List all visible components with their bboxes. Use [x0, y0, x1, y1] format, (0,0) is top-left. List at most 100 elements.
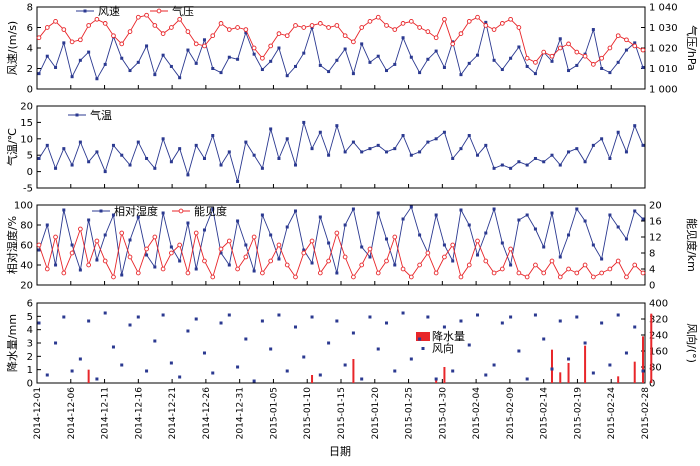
data-point	[227, 263, 231, 267]
data-point	[251, 234, 257, 240]
data-point	[426, 140, 430, 144]
data-point	[509, 263, 513, 267]
data-point	[351, 140, 355, 144]
data-point	[525, 163, 529, 167]
data-point	[136, 315, 140, 319]
data-point	[219, 163, 223, 167]
data-point	[334, 23, 340, 28]
date-tick-label: 2014-12-01	[33, 387, 43, 439]
data-point	[293, 325, 297, 329]
data-point	[375, 270, 381, 276]
data-point	[459, 147, 463, 151]
date-tick-label: 2014-12-26	[202, 387, 212, 440]
data-point	[202, 228, 206, 232]
data-point	[327, 341, 331, 345]
data-point	[276, 31, 282, 37]
data-point	[54, 166, 58, 170]
data-point	[236, 365, 240, 369]
data-point	[434, 377, 438, 381]
data-point	[566, 266, 571, 272]
data-point	[425, 29, 431, 34]
data-point	[442, 325, 446, 329]
legend-swatch	[416, 332, 430, 341]
data-point	[135, 14, 141, 20]
data-point	[268, 258, 274, 264]
legend-label: 能见度	[194, 204, 227, 218]
data-point	[616, 225, 620, 229]
data-point	[343, 223, 347, 227]
data-point	[516, 270, 522, 276]
left-tick-label: 4	[27, 44, 33, 55]
data-point	[476, 253, 480, 257]
data-point	[161, 53, 165, 57]
data-point	[94, 16, 100, 22]
date-tick-label: 2015-02-04	[472, 387, 482, 440]
left-tick-label: 20	[20, 102, 33, 113]
data-point	[575, 63, 579, 67]
left-tick-label: 80	[20, 221, 33, 232]
data-point	[218, 21, 224, 26]
data-point	[317, 21, 323, 26]
data-point	[277, 313, 281, 317]
data-point	[327, 241, 331, 245]
data-point	[525, 213, 529, 217]
data-point	[591, 243, 595, 247]
data-point	[128, 69, 132, 73]
data-point	[633, 41, 637, 45]
precip-bar	[584, 345, 587, 383]
data-point	[483, 23, 489, 28]
series-line	[38, 227, 644, 279]
data-point	[326, 258, 331, 264]
legend-marker	[156, 8, 162, 14]
data-point	[318, 373, 322, 377]
data-point	[467, 61, 471, 65]
data-point	[491, 27, 497, 32]
data-point	[178, 259, 182, 263]
data-point	[70, 163, 74, 167]
data-point	[508, 246, 513, 252]
data-point	[434, 137, 438, 141]
data-point	[475, 14, 480, 20]
data-point	[293, 23, 298, 28]
data-point	[500, 241, 504, 245]
data-point	[211, 371, 215, 375]
data-point	[210, 33, 216, 39]
data-point	[599, 55, 604, 61]
series-风向	[37, 311, 645, 383]
data-point	[218, 246, 224, 252]
data-point	[342, 33, 348, 39]
data-point	[550, 367, 554, 371]
data-point	[95, 150, 99, 154]
data-point	[120, 363, 124, 367]
data-point	[442, 65, 446, 69]
data-point	[376, 143, 380, 147]
date-tick-label: 2015-01-30	[438, 387, 448, 440]
data-point	[517, 45, 521, 49]
data-point	[153, 339, 157, 343]
right-axis-label: 气压/hPa	[685, 25, 699, 71]
data-point	[459, 73, 463, 77]
data-point	[624, 48, 628, 52]
data-point	[499, 21, 505, 26]
data-point	[186, 48, 190, 52]
data-point	[335, 319, 339, 323]
data-point	[450, 41, 456, 47]
data-point	[193, 41, 199, 47]
data-point	[111, 213, 115, 217]
data-point	[235, 25, 240, 30]
data-point	[616, 60, 620, 64]
legend-marker	[83, 9, 87, 13]
data-point	[178, 147, 182, 151]
data-point	[433, 35, 439, 41]
data-point	[127, 254, 133, 260]
right-tick-label: 0	[649, 281, 655, 292]
data-point	[120, 153, 124, 157]
data-point	[567, 150, 571, 154]
data-point	[54, 65, 58, 69]
data-point	[484, 373, 488, 377]
x-axis-label: 日期	[329, 445, 351, 458]
data-point	[615, 33, 621, 39]
data-point	[467, 134, 471, 138]
